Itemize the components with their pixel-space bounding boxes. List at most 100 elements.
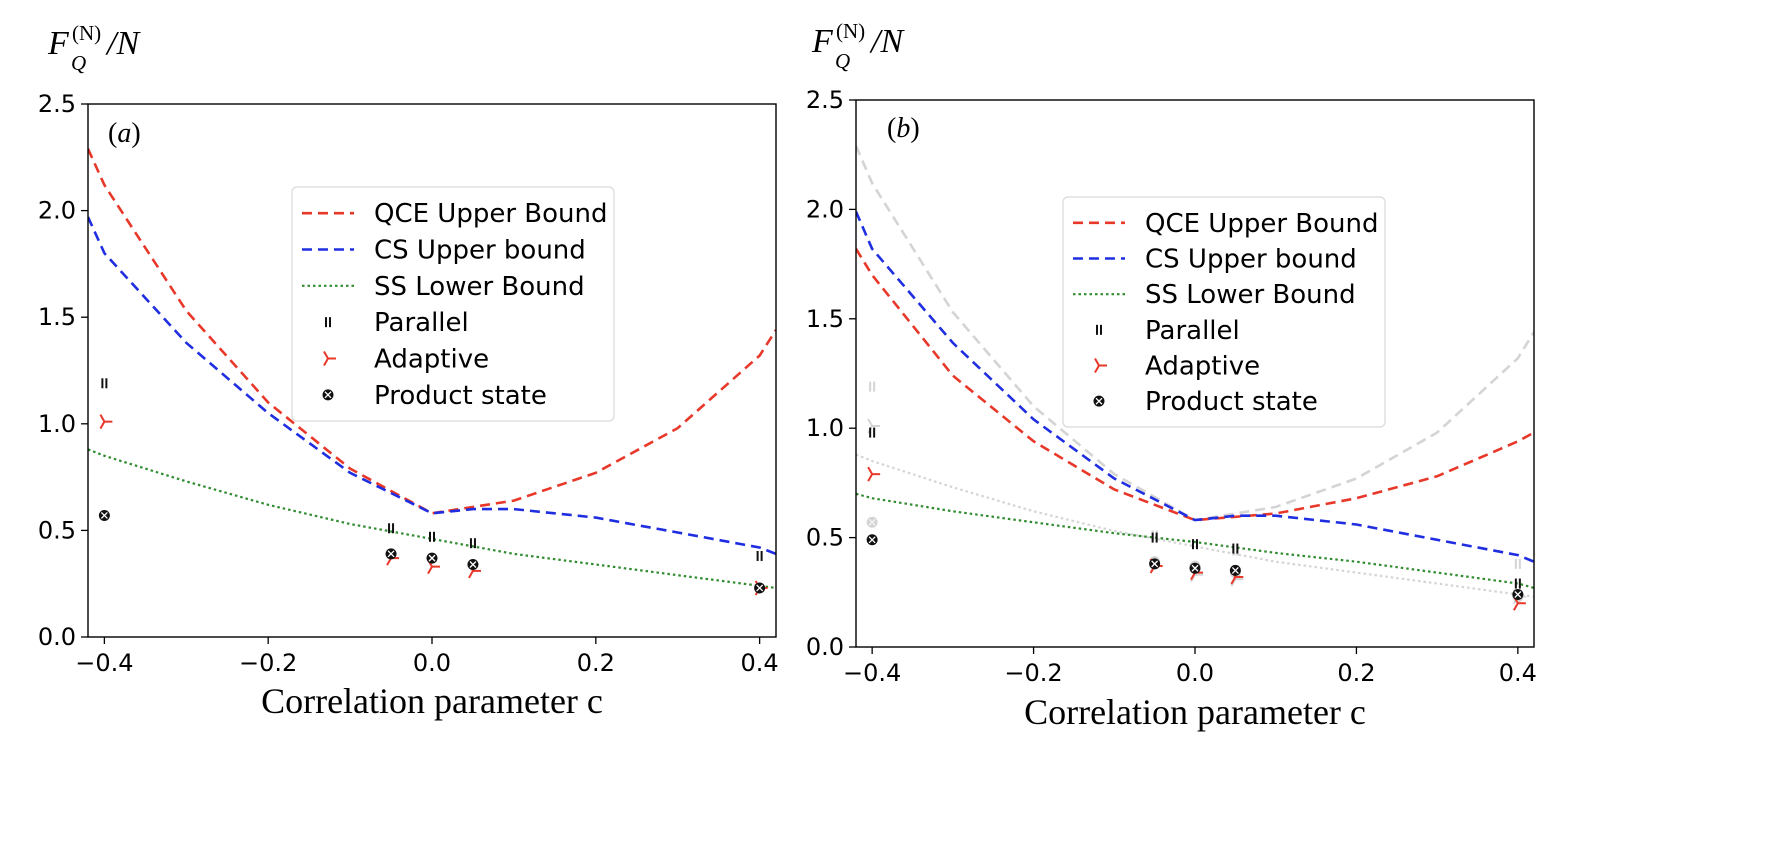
- series-line-cs: [88, 216, 776, 556]
- legend-label-product: Product state: [374, 381, 547, 411]
- legend-label-qce: QCE Upper Bound: [374, 199, 608, 229]
- y-label-sub: Q: [71, 51, 86, 75]
- marker-parallel: [101, 378, 108, 389]
- x-tick-label: 0.2: [1337, 659, 1375, 687]
- legend-label-parallel: Parallel: [374, 308, 469, 338]
- legend-box: [291, 186, 615, 422]
- plot-area: [88, 148, 776, 596]
- x-tick-label: −0.4: [75, 649, 133, 677]
- marker-product: [98, 509, 110, 521]
- x-tick-label: −0.4: [843, 659, 901, 687]
- y-axis-label: F (N) Q/N: [811, 19, 905, 73]
- y-tick-label: 0.0: [806, 633, 844, 661]
- marker-product: [1149, 558, 1161, 570]
- legend-swatch-adaptive: [1094, 358, 1107, 373]
- y-tick-label: 2.0: [38, 197, 76, 225]
- legend-swatch-parallel: [1096, 324, 1102, 335]
- legend-item-cs: CS Upper bound: [1073, 245, 1357, 275]
- marker-product: [1512, 588, 1524, 600]
- legend-item-ss: SS Lower Bound: [302, 272, 585, 302]
- x-tick-label: 0.0: [413, 649, 451, 677]
- legend-item-ss: SS Lower Bound: [1073, 280, 1356, 310]
- series-line-cs: [856, 211, 1534, 563]
- marker-product: [866, 534, 878, 546]
- legend-label-product: Product state: [1145, 387, 1318, 417]
- legend-label-adaptive: Adaptive: [1145, 352, 1260, 382]
- legend-item-adaptive: Adaptive: [1094, 352, 1260, 382]
- legend: QCE Upper Bound CS Upper bound SS Lower B…: [1062, 196, 1386, 428]
- marker-parallel: [1192, 539, 1198, 550]
- legend-swatch-parallel: [325, 317, 331, 328]
- y-label-main: F: [47, 25, 70, 62]
- legend-label-ss: SS Lower Bound: [1145, 280, 1356, 310]
- x-tick-label: 0.0: [1176, 659, 1214, 687]
- legend-swatch-product: [322, 389, 334, 401]
- legend-swatch-product: [1093, 395, 1105, 407]
- chart-panel-a: −0.4 −0.2 0.0 0.2 0.4 0.0 0.5 1.0 1.5 2.0 2.5 (a) F(…: [38, 21, 779, 721]
- y-tick-label: 2.5: [806, 86, 844, 114]
- marker-parallel: [1514, 578, 1521, 589]
- y-tick-label: 1.5: [38, 303, 76, 331]
- marker-product: [467, 559, 479, 571]
- panel-label: (a): [108, 118, 141, 149]
- marker-product: [754, 582, 766, 594]
- y-tick-label: 2.0: [806, 195, 844, 223]
- y-tick-label: 0.5: [38, 516, 76, 544]
- ghost-marker-product: [866, 516, 878, 528]
- y-axis-label: F (N) Q/N: [47, 21, 141, 75]
- ghost-series-ss: [856, 453, 1534, 598]
- x-tick-label: 0.4: [741, 649, 779, 677]
- legend-item-parallel: Parallel: [1096, 316, 1240, 346]
- legend-label-qce: QCE Upper Bound: [1145, 209, 1379, 239]
- y-label-sup: (N): [836, 19, 865, 43]
- legend-label-adaptive: Adaptive: [374, 345, 489, 375]
- marker-adaptive: [867, 466, 881, 482]
- series-line-ss: [856, 492, 1534, 589]
- legend-label-parallel: Parallel: [1145, 316, 1240, 346]
- legend-item-cs: CS Upper bound: [302, 236, 586, 266]
- y-label-sub: Q: [835, 49, 850, 73]
- x-tick-label: −0.2: [239, 649, 297, 677]
- marker-product: [385, 548, 397, 560]
- legend-label-cs: CS Upper bound: [1145, 245, 1357, 275]
- y-tick-label: 0.5: [806, 524, 844, 552]
- marker-parallel: [1151, 532, 1158, 543]
- marker-parallel: [469, 538, 476, 549]
- y-label-sup: (N): [72, 21, 101, 45]
- marker-product: [426, 552, 438, 564]
- legend-label-ss: SS Lower Bound: [374, 272, 585, 302]
- ghost-marker-parallel: [1514, 558, 1521, 569]
- x-tick-label: −0.2: [1004, 659, 1062, 687]
- marker-product: [1189, 562, 1201, 574]
- legend-swatch-adaptive: [323, 351, 336, 366]
- legend-item-product: Product state: [1093, 387, 1318, 417]
- x-tick-label: 0.2: [577, 649, 615, 677]
- marker-parallel: [869, 427, 876, 438]
- y-tick-label: 1.5: [806, 305, 844, 333]
- y-tick-label: 1.0: [806, 414, 844, 442]
- x-axis-label: Correlation parameter c: [1024, 692, 1366, 732]
- y-label-main: F: [811, 23, 834, 60]
- legend-item-qce: QCE Upper Bound: [1073, 209, 1379, 239]
- marker-adaptive: [99, 414, 113, 430]
- y-label-tail: /N: [105, 25, 141, 62]
- marker-parallel: [1232, 543, 1239, 554]
- legend: QCE Upper Bound CS Upper bound SS Lower B…: [291, 186, 615, 422]
- legend-item-product: Product state: [322, 381, 547, 411]
- y-tick-label: 1.0: [38, 410, 76, 438]
- y-label-tail: /N: [869, 23, 905, 60]
- marker-parallel: [756, 550, 763, 561]
- legend-box: [1062, 196, 1386, 428]
- series-line-qce: [856, 248, 1534, 522]
- ghost-marker-parallel: [869, 381, 876, 392]
- legend-label-cs: CS Upper bound: [374, 236, 586, 266]
- marker-parallel: [429, 531, 435, 542]
- chart-panel-b: −0.4 −0.2 0.0 0.2 0.4 0.0 0.5 1.0 1.5 2.0 2.5 (b) F(…: [806, 19, 1537, 732]
- y-tick-label: 0.0: [38, 623, 76, 651]
- legend-item-adaptive: Adaptive: [323, 345, 489, 375]
- legend-item-qce: QCE Upper Bound: [302, 199, 608, 229]
- x-tick-label: 0.4: [1499, 659, 1537, 687]
- panel-label: (b): [887, 113, 920, 144]
- marker-parallel: [388, 523, 395, 534]
